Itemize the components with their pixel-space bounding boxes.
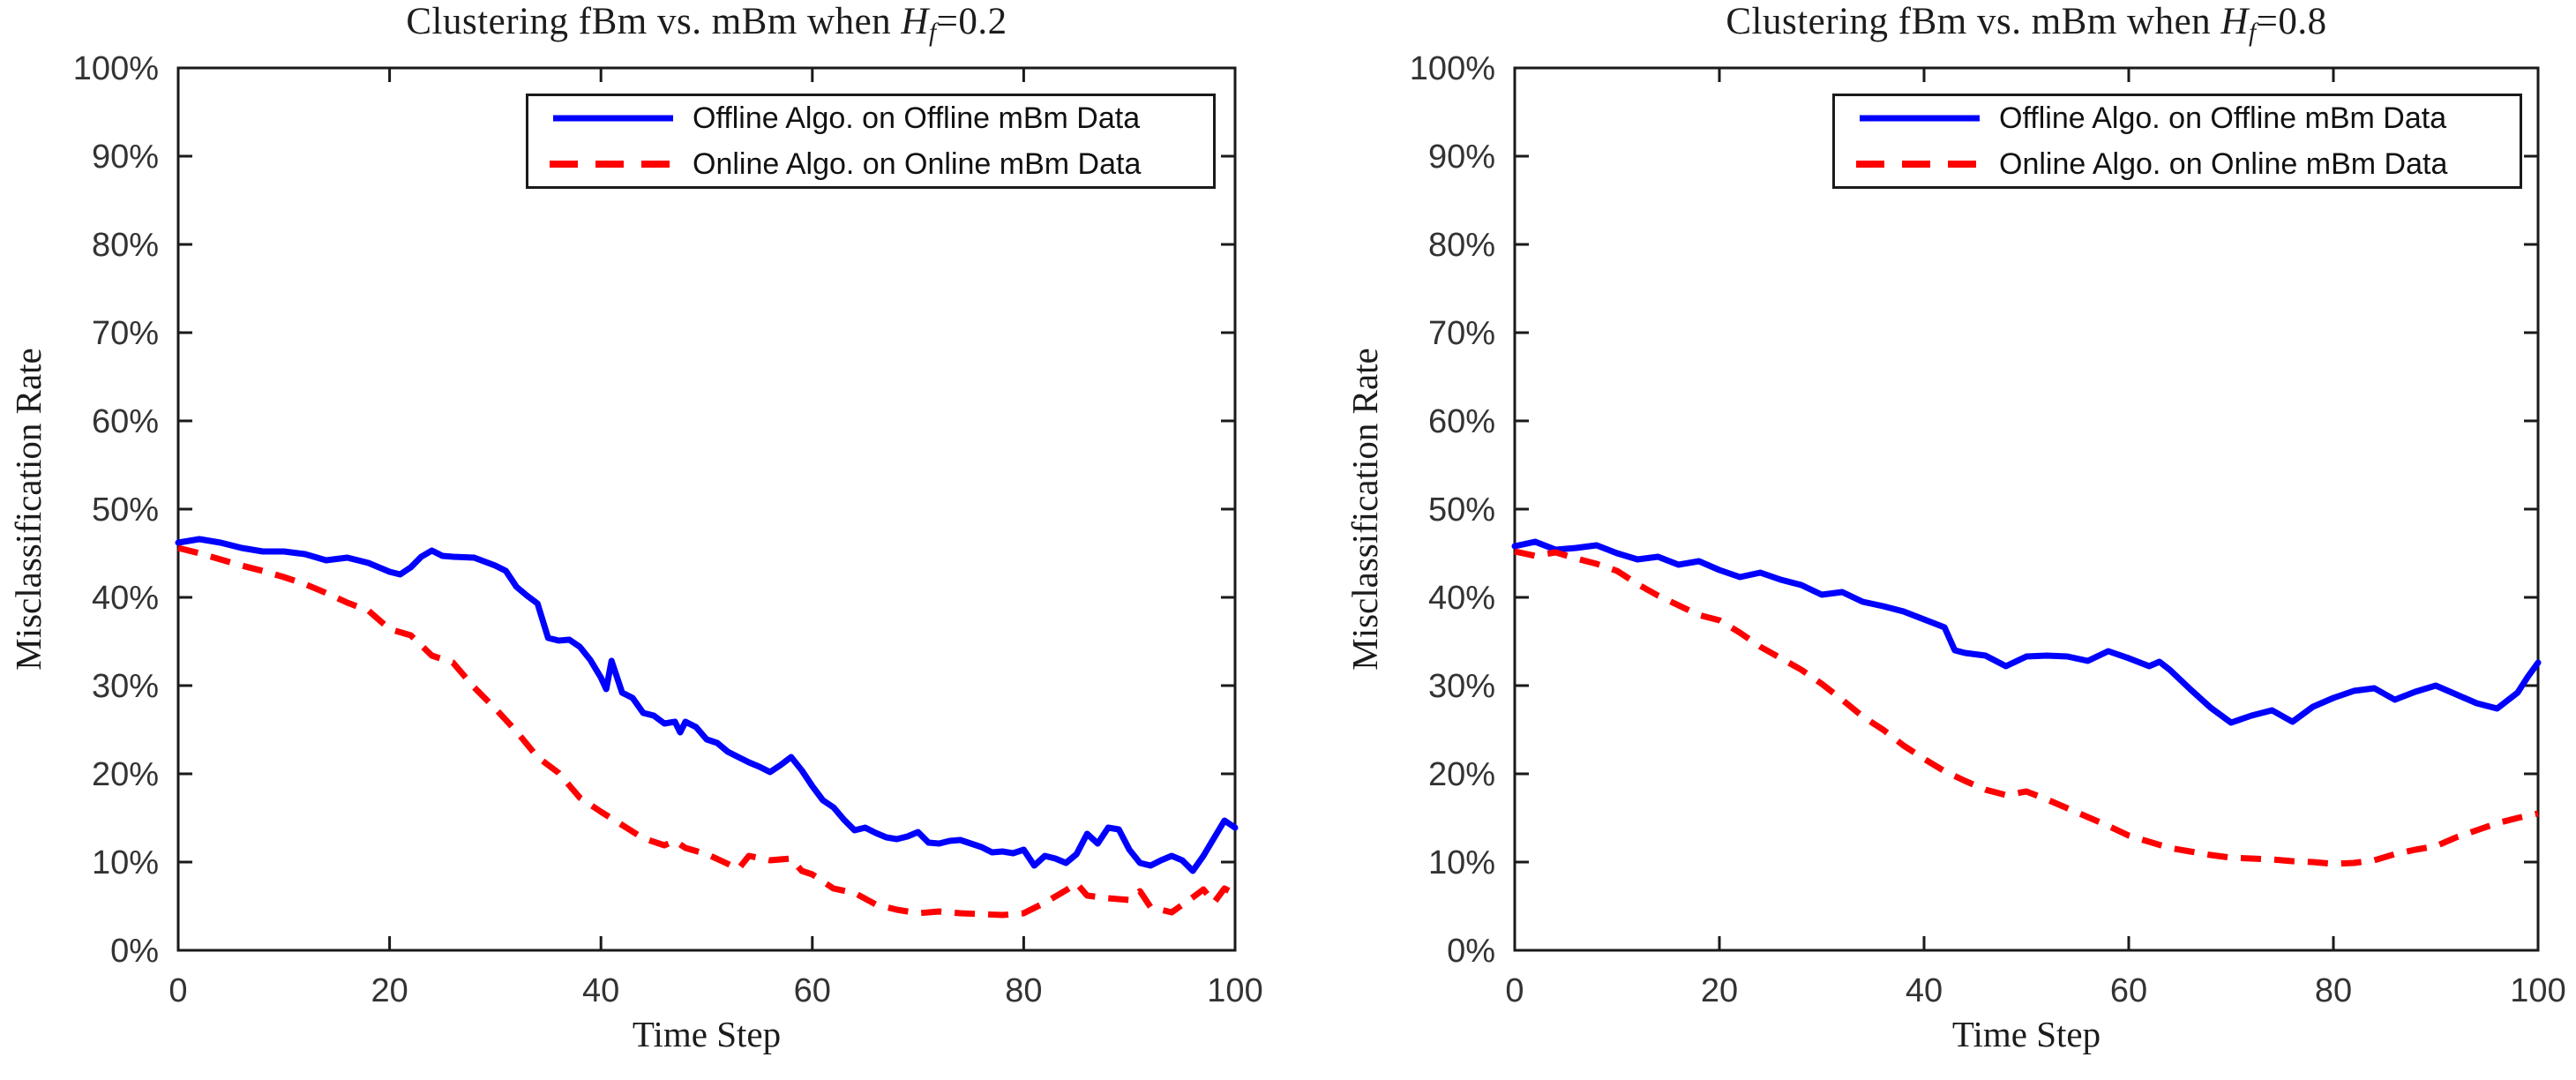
x-tick-label: 0 — [168, 972, 187, 1009]
y-tick-label: 0% — [110, 933, 159, 970]
y-tick-label: 30% — [1428, 668, 1495, 705]
series-line-offline — [175, 536, 1239, 874]
y-tick-label: 90% — [1428, 139, 1495, 176]
chart-title: Clustering fBm vs. mBm when Hf=0.8 — [1726, 0, 2326, 48]
series-line-offline — [1511, 538, 2542, 726]
solid-line-sample-icon — [1860, 115, 1980, 122]
y-tick-label: 90% — [92, 139, 159, 176]
y-tick-label: 20% — [92, 756, 159, 793]
y-tick-label: 30% — [92, 668, 159, 705]
series-line-online — [177, 544, 1237, 919]
y-tick-label: 80% — [1428, 227, 1495, 264]
chart-title: Clustering fBm vs. mBm when Hf=0.2 — [406, 0, 1007, 48]
y-tick-label: 10% — [1428, 844, 1495, 881]
x-axis-label: Time Step — [1951, 1014, 2101, 1054]
legend-entry-online: Online Algo. on Online mBm Data — [528, 145, 1213, 184]
legend-entry-offline: Offline Algo. on Offline mBm Data — [528, 99, 1213, 138]
chart-title-suffix: =0.8 — [2256, 1, 2327, 42]
x-tick-label: 60 — [794, 972, 831, 1009]
y-tick-label: 70% — [92, 315, 159, 352]
legend-label-online: Online Algo. on Online mBm Data — [1999, 146, 2448, 181]
plot-box — [1513, 66, 2540, 952]
chart-title-text: Clustering fBm vs. mBm when — [1726, 1, 2221, 42]
legend: Offline Algo. on Offline mBm Data Online… — [526, 94, 1216, 189]
y-tick-label: 50% — [92, 491, 159, 529]
y-axis-label: Misclassification Rate — [1344, 348, 1385, 671]
chart-title-h: H — [901, 1, 929, 42]
x-tick-label: 40 — [582, 972, 619, 1009]
x-tick-label: 20 — [371, 972, 408, 1009]
legend-label-offline: Offline Algo. on Offline mBm Data — [1999, 101, 2447, 135]
y-tick-label: 20% — [1428, 756, 1495, 793]
x-tick-label: 40 — [1906, 972, 1943, 1009]
legend-label-offline: Offline Algo. on Offline mBm Data — [693, 101, 1141, 135]
y-tick-label: 100% — [73, 50, 159, 87]
solid-line-sample-icon — [553, 115, 673, 122]
x-tick-label: 80 — [1005, 972, 1042, 1009]
y-tick-label: 0% — [1447, 933, 1495, 970]
x-tick-label: 60 — [2110, 972, 2147, 1009]
y-tick-label: 50% — [1428, 491, 1495, 529]
chart-panel-left: 0 20 40 60 80 100 0% 10% 20% 30% 40% 50% 60% 70% 80% 90… — [8, 0, 1263, 1054]
chart-title-sub: f — [928, 19, 937, 48]
y-tick-label: 70% — [1428, 315, 1495, 352]
x-tick-label: 100 — [2510, 972, 2565, 1009]
chart-title-sub: f — [2248, 19, 2257, 48]
x-axis-label: Time Step — [632, 1014, 782, 1054]
y-tick-label: 40% — [1428, 580, 1495, 617]
y-tick-label: 60% — [92, 403, 159, 440]
x-tick-label: 80 — [2315, 972, 2352, 1009]
x-tick-label: 20 — [1701, 972, 1738, 1009]
chart-title-h: H — [2220, 1, 2249, 42]
chart-panel-right: 0 20 40 60 80 100 0% 10% 20% 30% 40% 50% 60% 70% 80% 90… — [1288, 0, 2576, 1080]
x-tick-label: 0 — [1505, 972, 1524, 1009]
dashed-line-sample-icon — [550, 161, 678, 168]
plot-area-left: 0 20 40 60 80 100 0% 10% 20% 30% 40% 50% 60% 70% 80% 90… — [73, 50, 1263, 1009]
y-axis-label: Misclassification Rate — [8, 348, 49, 671]
series-line-online — [1514, 548, 2539, 867]
plot-area-right: 0 20 40 60 80 100 0% 10% 20% 30% 40% 50% 60% 70% 80% 90… — [1410, 50, 2566, 1009]
legend-entry-offline: Offline Algo. on Offline mBm Data — [1835, 99, 2520, 138]
y-tick-label: 100% — [1410, 50, 1495, 87]
y-tick-label: 60% — [1428, 403, 1495, 440]
x-tick-label: 100 — [1207, 972, 1262, 1009]
plot-box — [176, 66, 1237, 952]
legend: Offline Algo. on Offline mBm Data Online… — [1832, 94, 2522, 189]
legend-label-online: Online Algo. on Online mBm Data — [693, 146, 1142, 181]
chart-title-text: Clustering fBm vs. mBm when — [406, 1, 902, 42]
y-tick-label: 10% — [92, 844, 159, 881]
dashed-line-sample-icon — [1856, 161, 1985, 168]
chart-title-suffix: =0.2 — [936, 1, 1007, 42]
y-tick-label: 80% — [92, 227, 159, 264]
y-tick-label: 40% — [92, 580, 159, 617]
legend-entry-online: Online Algo. on Online mBm Data — [1835, 145, 2520, 184]
